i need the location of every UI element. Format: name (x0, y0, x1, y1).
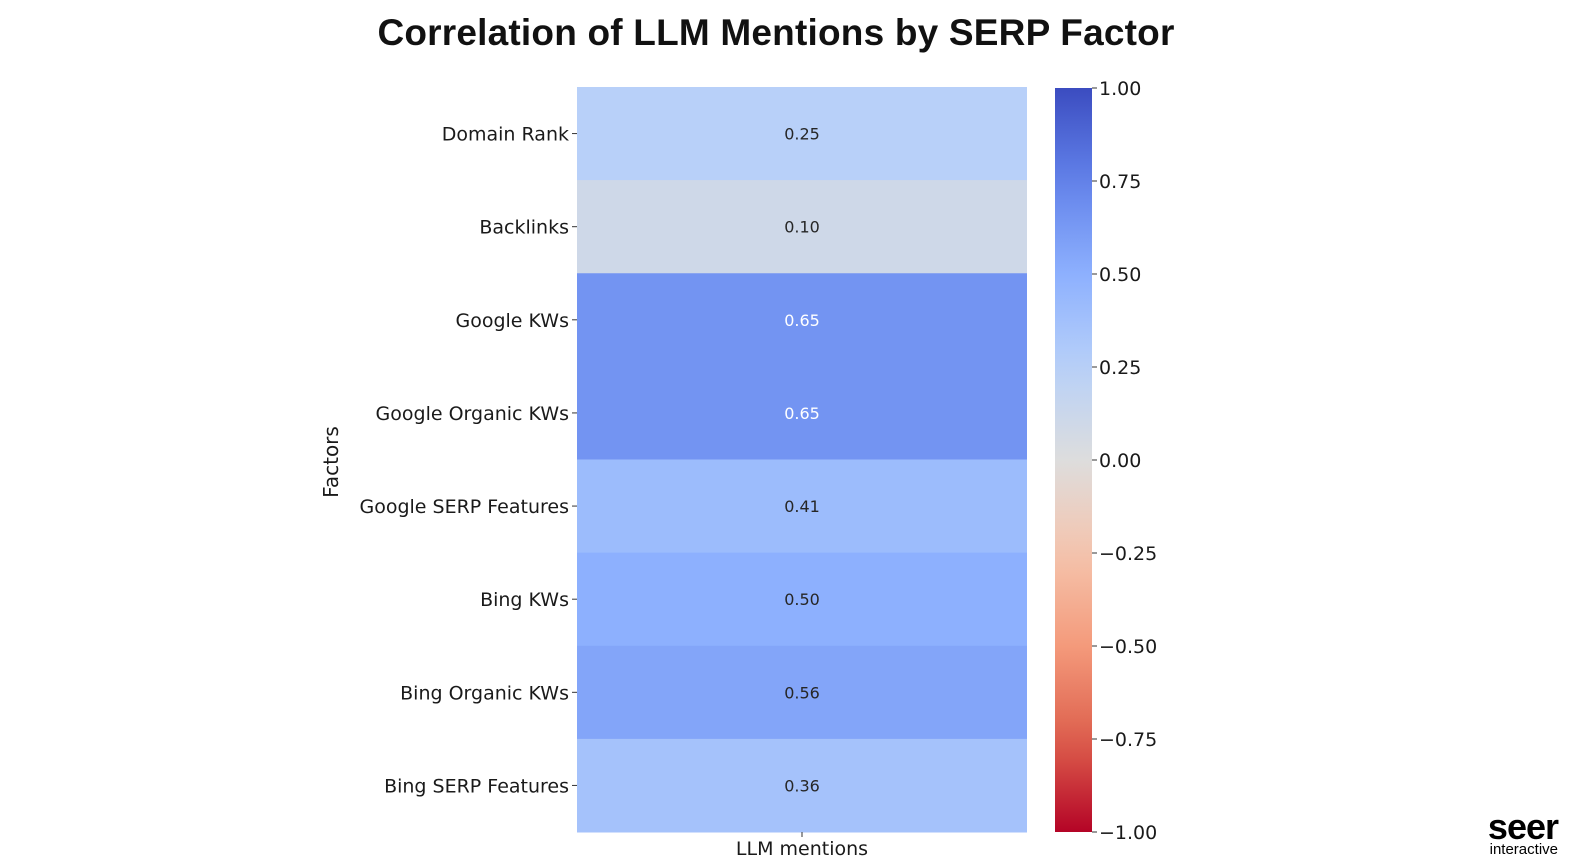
y-tick-label: Backlinks (479, 217, 569, 239)
y-tick-label: Google SERP Features (359, 496, 569, 518)
colorbar-tick-label: −0.25 (1099, 543, 1157, 565)
heatmap-cell (577, 552, 1027, 647)
heatmap-cell (577, 459, 1027, 554)
y-tick-label: Google Organic KWs (376, 403, 569, 425)
cell-value-label: 0.25 (784, 125, 820, 144)
cell-value-label: 0.10 (784, 218, 820, 237)
cell-value-label: 0.65 (784, 311, 820, 330)
y-tick-label: Domain Rank (442, 124, 569, 146)
heatmap-cell (577, 366, 1027, 460)
y-tick-label: Bing KWs (480, 589, 569, 611)
y-tick-label: Bing SERP Features (384, 775, 569, 797)
colorbar-tick-label: 0.00 (1099, 450, 1141, 472)
colorbar-tick-label: −0.75 (1099, 729, 1157, 751)
colorbar-tick-label: 0.75 (1099, 171, 1141, 193)
y-tick-label: Bing Organic KWs (400, 682, 569, 704)
heatmap-cell (577, 645, 1027, 740)
colorbar: 1.00 0.75 0.50 0.25 0.00 −0.25 −0.50 −0.75 −1.00 (1055, 78, 1157, 844)
heatmap-cell (577, 273, 1027, 367)
heatmap-cells: 0.25 0.10 0.65 0.65 0.41 0.50 0.56 0.36 (577, 87, 1027, 833)
logo-wordmark: seer (1487, 806, 1559, 847)
cell-value-label: 0.56 (784, 683, 820, 702)
cell-value-label: 0.50 (784, 590, 820, 609)
cell-value-label: 0.36 (784, 776, 820, 795)
cell-value-label: 0.65 (784, 404, 820, 423)
y-axis-title: Factors (319, 426, 343, 498)
heatmap-cell (577, 180, 1027, 274)
colorbar-tick-label: 1.00 (1099, 78, 1141, 100)
heatmap-cell (577, 87, 1027, 181)
colorbar-gradient (1055, 88, 1092, 832)
y-axis-ticks: Domain Rank Backlinks Google KWs Google Org… (359, 124, 577, 797)
seer-interactive-logo: seer interactive (1458, 806, 1559, 858)
colorbar-tick-label: −1.00 (1099, 822, 1157, 844)
chart-title: Correlation of LLM Mentions by SERP Fact… (377, 12, 1175, 53)
x-axis-ticks: LLM mentions (736, 832, 868, 860)
y-tick-label: Google KWs (455, 310, 569, 332)
colorbar-tick-label: −0.50 (1099, 636, 1157, 658)
cell-value-label: 0.41 (784, 497, 820, 516)
logo-subtitle: interactive (1489, 841, 1558, 858)
colorbar-tick-label: 0.50 (1099, 264, 1141, 286)
colorbar-tick-label: 0.25 (1099, 357, 1141, 379)
x-tick-label: LLM mentions (736, 838, 868, 860)
heatmap-cell (577, 738, 1027, 833)
